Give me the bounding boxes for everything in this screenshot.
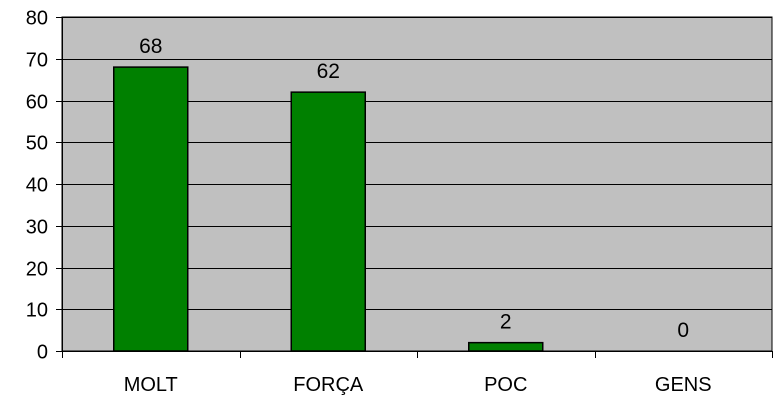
x-tick-label-poc: POC bbox=[484, 374, 527, 396]
y-axis-ticks: 0 10 20 30 40 50 60 70 80 bbox=[26, 8, 62, 364]
data-label-força: 62 bbox=[317, 60, 340, 83]
bar-poc bbox=[468, 341, 544, 352]
y-tick-label-70: 70 bbox=[26, 50, 48, 72]
data-labels: 68 62 2 0 bbox=[139, 35, 689, 342]
bars bbox=[113, 66, 544, 352]
y-tick-label-80: 80 bbox=[26, 8, 48, 30]
y-tick-label-50: 50 bbox=[26, 133, 48, 155]
y-tick-label-60: 60 bbox=[26, 92, 48, 114]
data-label-molt: 68 bbox=[139, 35, 162, 58]
bar-molt bbox=[113, 66, 189, 352]
bar-força bbox=[290, 91, 366, 352]
x-tick-label-molt: MOLT bbox=[124, 374, 178, 396]
x-axis-ticks: MOLT FORÇA POC GENS bbox=[62, 351, 773, 396]
y-tick-label-20: 20 bbox=[26, 259, 48, 281]
y-tick-label-30: 30 bbox=[26, 217, 48, 239]
x-tick-label-força: FORÇA bbox=[293, 374, 364, 396]
x-tick-label-gens: GENS bbox=[655, 374, 712, 396]
data-label-gens: 0 bbox=[677, 319, 689, 342]
y-tick-label-0: 0 bbox=[37, 342, 48, 364]
y-tick-label-40: 40 bbox=[26, 175, 48, 197]
y-tick-label-10: 10 bbox=[26, 300, 48, 322]
data-label-poc: 2 bbox=[500, 311, 512, 334]
